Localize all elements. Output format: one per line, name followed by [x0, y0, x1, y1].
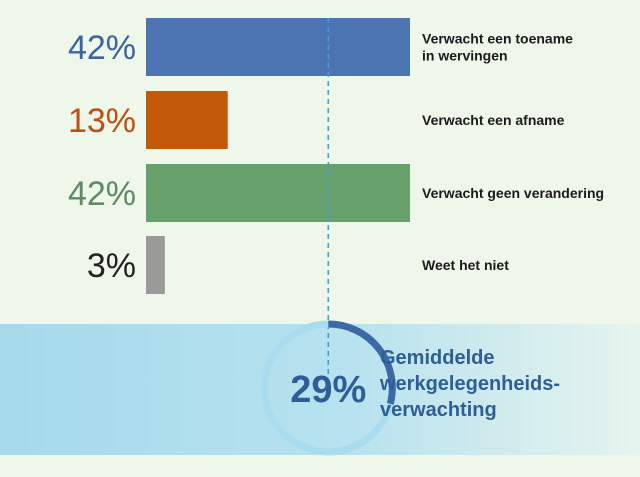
average-ring-progress	[328, 320, 396, 405]
average-value: 29%	[290, 369, 366, 411]
value-label-1: 42%	[68, 29, 136, 67]
value-label-4: 3%	[87, 247, 136, 285]
value-label-3: 42%	[68, 175, 136, 213]
average-title: Gemiddelde werkgelegenheids-verwachting	[379, 347, 560, 421]
bar-1	[146, 18, 410, 76]
bar-3	[146, 164, 410, 222]
summary-layer: 29% Gemiddelde werkgelegenheids-verwachtin…	[260, 320, 560, 456]
summary-band	[0, 324, 640, 455]
category-label-3: Verwacht geen verandering	[422, 185, 604, 201]
bar-2	[146, 91, 228, 149]
category-label-2: Verwacht een afname	[422, 112, 565, 128]
bar-4	[146, 236, 165, 294]
category-label-4: Weet het niet	[422, 257, 509, 273]
value-label-2: 13%	[68, 102, 136, 140]
category-label-1: Verwacht een toename in wervingen	[422, 31, 573, 64]
bars-layer: 42% Verwacht een toename in wervingen 13% Ve…	[68, 18, 604, 378]
